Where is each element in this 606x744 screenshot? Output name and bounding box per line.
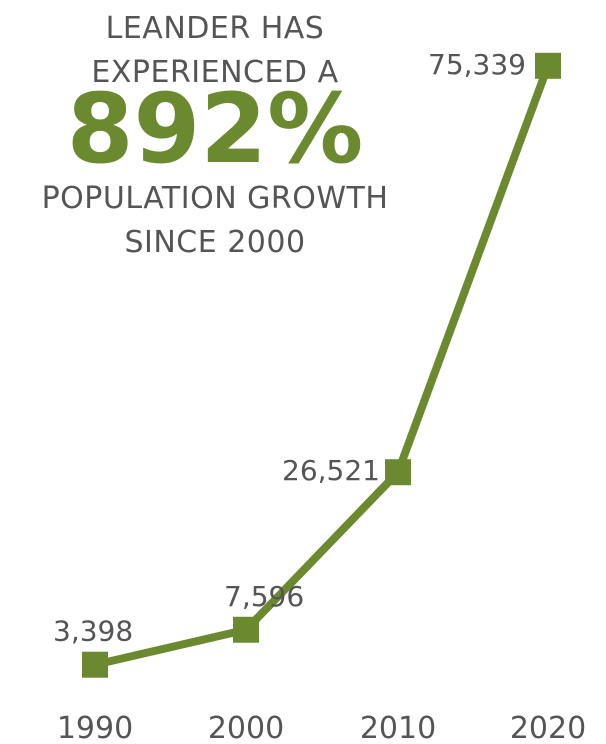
x-tick-label-2010: 2010 (360, 711, 436, 744)
headline-line-1: LEANDER HAS (106, 11, 325, 46)
data-point-2010 (385, 459, 411, 486)
data-point-2000 (233, 616, 259, 643)
data-point-2020 (535, 52, 561, 79)
data-label-2020: 75,339 (428, 48, 526, 81)
x-tick-label-1990: 1990 (57, 711, 133, 744)
headline-line-2: EXPERIENCED A (91, 55, 338, 90)
headline: LEANDER HAS EXPERIENCED A 892% POPULATIO… (42, 11, 389, 260)
data-point-1990 (82, 651, 108, 678)
series-line (94, 64, 552, 669)
x-tick-label-2020: 2020 (510, 711, 586, 744)
headline-line-4: SINCE 2000 (124, 225, 305, 260)
data-label-2010: 26,521 (282, 454, 380, 487)
data-label-2000: 7,596 (224, 580, 304, 613)
growth-percentage: 892% (67, 73, 364, 185)
plot-area: 3,398 7,596 26,521 75,339 1990 2000 2010 2020 (53, 48, 586, 744)
data-label-1990: 3,398 (53, 615, 133, 648)
x-tick-label-2000: 2000 (208, 711, 284, 744)
headline-line-3: POPULATION GROWTH (42, 181, 389, 216)
